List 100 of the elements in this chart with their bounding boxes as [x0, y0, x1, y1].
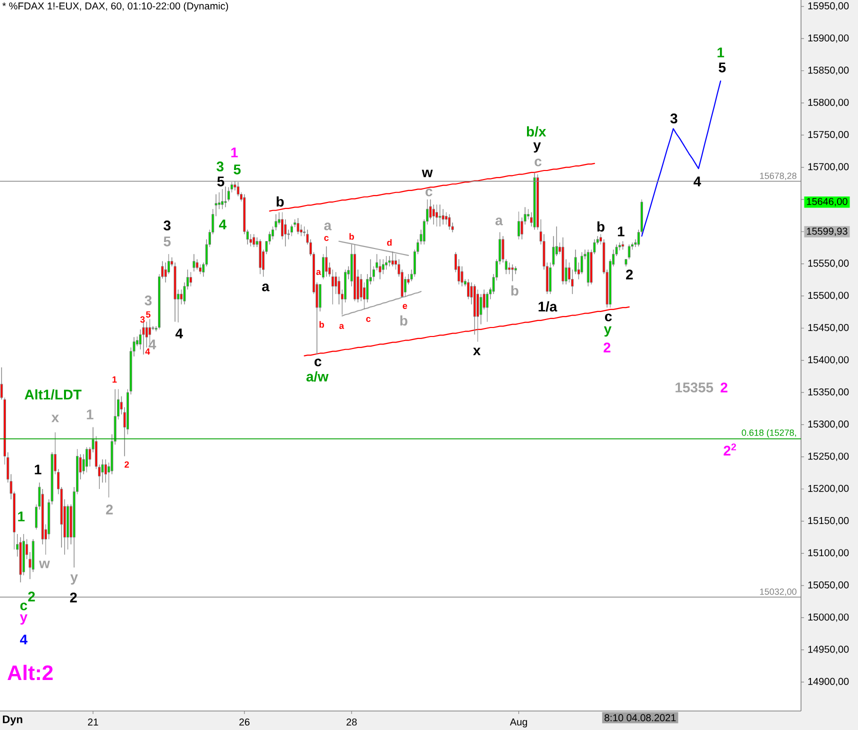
annotation: 5 — [234, 164, 241, 174]
annotation: d — [387, 239, 392, 246]
candlestick — [518, 211, 520, 240]
y-tick-label: 15550,00 — [808, 260, 849, 268]
annotation: c — [324, 236, 329, 241]
annotation: 2 — [124, 461, 129, 468]
candlestick — [438, 204, 442, 227]
y-tick-label: 14950,00 — [808, 646, 849, 654]
annotation: 3 — [670, 114, 678, 124]
annotation: 2 — [70, 592, 77, 602]
x-tick-label: Aug — [510, 718, 527, 728]
y-tick-label: 15500,00 — [808, 292, 849, 300]
y-tick-label: 15200,00 — [808, 484, 849, 494]
annotation: y — [533, 142, 541, 153]
annotation: 15355 — [676, 382, 714, 392]
annotation: 1 — [618, 226, 624, 236]
annotation: c — [366, 317, 371, 322]
candlestick — [354, 244, 356, 302]
annotation: y — [70, 574, 78, 585]
y-tick-label: 15700,00 — [808, 163, 849, 172]
annotation: a — [324, 222, 332, 230]
annotation: a — [316, 270, 322, 275]
annotation: 2 — [28, 592, 35, 602]
annotation: 1 — [18, 512, 25, 522]
y-tick-label: 15300,00 — [808, 420, 849, 429]
annotation: b — [511, 285, 518, 296]
candlestick — [436, 204, 438, 227]
candlestick — [486, 292, 488, 322]
annotation: y — [604, 326, 612, 337]
annotation: 4 — [218, 220, 226, 230]
text: 8:10 04.08.2021 — [604, 714, 676, 722]
x-tick-label: 21 — [88, 718, 98, 726]
candlestick — [622, 241, 624, 250]
annotation: 1 — [34, 464, 42, 474]
ref-line-label: 0.618 (15278, — [742, 429, 796, 438]
annotation: 4 — [20, 634, 28, 644]
annotation: x — [473, 348, 481, 356]
annotation: b — [400, 315, 408, 326]
x-tick-label: 26 — [239, 718, 250, 726]
annotation: 2 — [720, 382, 728, 392]
annotation: 5 — [718, 62, 726, 72]
annotation: 3 — [140, 316, 145, 323]
annotation: b/x — [526, 126, 546, 137]
candlestick — [142, 322, 145, 355]
annotation: a — [495, 218, 503, 226]
line-series — [342, 290, 422, 316]
annotation: 4 — [694, 176, 702, 186]
annotation: b — [276, 196, 284, 207]
annotation: Alt1/LDT — [24, 389, 82, 400]
candlestick — [192, 254, 196, 272]
candlestick — [442, 208, 444, 225]
annotation: 4 — [145, 348, 150, 355]
annotation: 4 — [175, 328, 183, 338]
candlestick — [85, 446, 88, 473]
y-tick-label: 15900,00 — [808, 34, 849, 43]
y-tick-label: 15150,00 — [808, 517, 849, 526]
annotation: 2 — [106, 504, 113, 514]
y-tick-label: 15850,00 — [808, 66, 849, 75]
annotation: a/w — [306, 371, 329, 382]
ref-line-label: 15678,28 — [760, 172, 796, 180]
y-tick-label: 15750,00 — [808, 130, 849, 140]
y-tick-label: 15050,00 — [808, 581, 849, 590]
candlestick — [448, 214, 451, 230]
annotation: 5 — [146, 311, 150, 318]
candlestick — [221, 188, 224, 210]
y-tick-label: 15100,00 — [808, 549, 849, 558]
candlestick — [511, 264, 514, 282]
candlestick — [190, 272, 192, 287]
annotation: c — [604, 314, 612, 322]
candlestick — [296, 218, 300, 234]
annotation: 2$^{2}$ — [724, 443, 736, 456]
annotation: c — [20, 602, 28, 610]
y-tick-label: 15250,00 — [808, 452, 849, 461]
candlestick — [325, 246, 328, 277]
annotation: w — [422, 170, 433, 178]
candlestick — [258, 239, 262, 274]
y-tick-label: 15800,00 — [808, 98, 849, 108]
candlestick — [391, 251, 394, 267]
annotation: 2 — [604, 342, 610, 352]
text: 15646,00 — [806, 198, 848, 206]
candlestick — [249, 234, 252, 247]
annotation: 1 — [112, 376, 117, 383]
annotation: b — [597, 221, 604, 232]
chart-title: * %FDAX 1!-EUX, DAX, 60, 01:10-22:00 (Dynamic) — [2, 2, 228, 12]
annotation: Alt:2 — [8, 664, 53, 680]
annotation: b — [320, 321, 324, 328]
annotation: 5 — [164, 236, 171, 246]
annotation: b — [349, 233, 354, 240]
annotation: c — [314, 358, 322, 366]
candlestick — [586, 249, 590, 287]
annotation: 5 — [217, 176, 224, 186]
y-tick-label: 14900,00 — [808, 678, 849, 686]
candlestick — [562, 237, 564, 285]
annotation: c — [534, 158, 542, 166]
y-tick-label: 15350,00 — [808, 388, 849, 397]
candlestick — [388, 256, 391, 267]
y-tick-label: 15000,00 — [808, 614, 849, 622]
candlestick — [19, 537, 22, 583]
annotation: a — [262, 284, 270, 292]
y-tick-label: 15950,00 — [808, 2, 849, 11]
